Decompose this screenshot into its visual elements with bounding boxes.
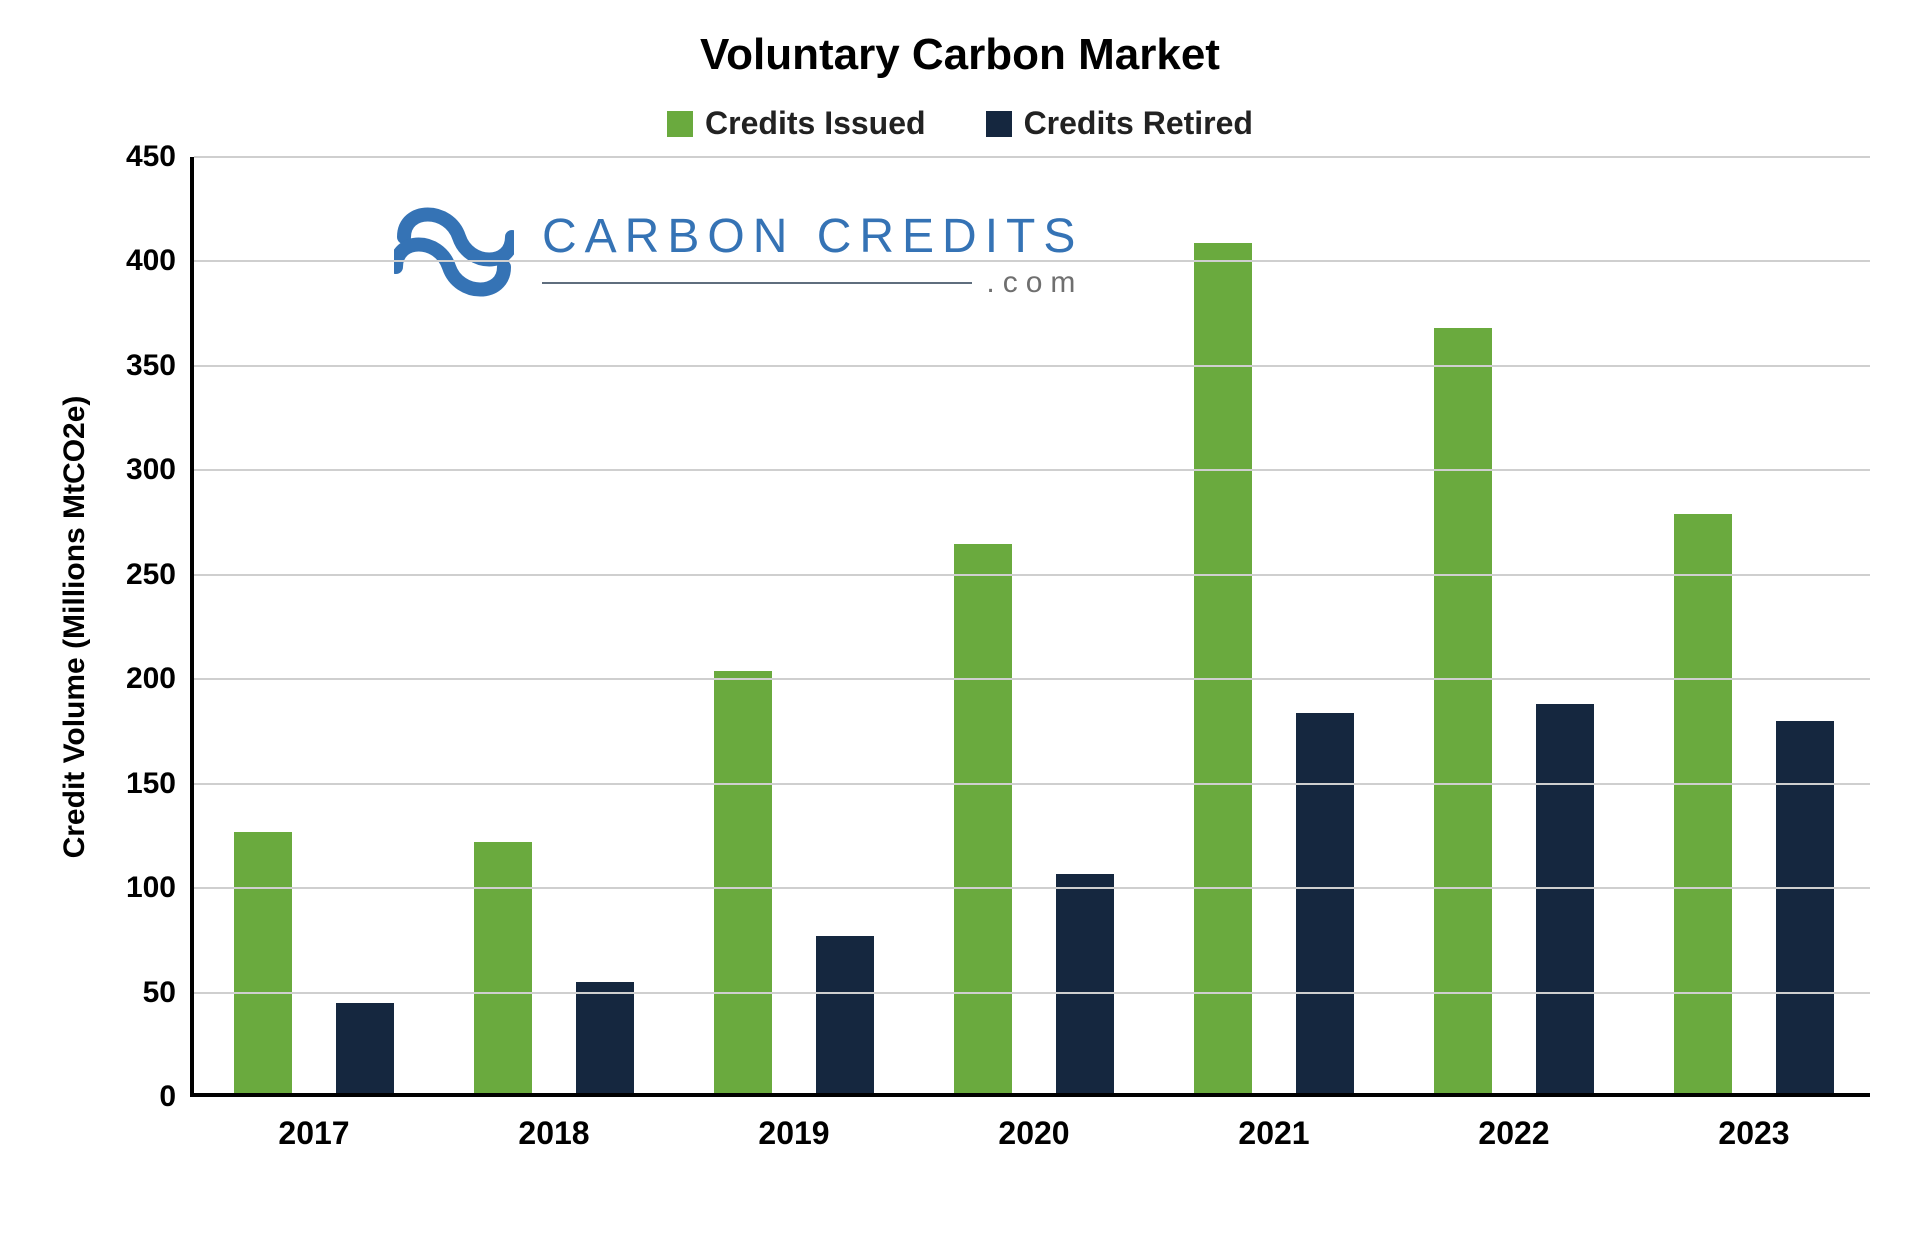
bar bbox=[1296, 713, 1354, 1093]
ytick-label: 250 bbox=[126, 558, 194, 592]
ytick-label: 50 bbox=[143, 976, 194, 1010]
bar bbox=[1056, 874, 1114, 1093]
ytick-label: 400 bbox=[126, 244, 194, 278]
bar bbox=[234, 832, 292, 1093]
ytick-label: 0 bbox=[159, 1080, 194, 1114]
bar bbox=[816, 936, 874, 1093]
legend-item-issued: Credits Issued bbox=[667, 105, 926, 142]
bars-layer bbox=[194, 157, 1870, 1093]
bar bbox=[474, 842, 532, 1093]
gridline bbox=[194, 887, 1870, 889]
gridline bbox=[194, 365, 1870, 367]
bar bbox=[1194, 243, 1252, 1093]
bar bbox=[336, 1003, 394, 1093]
bar bbox=[1776, 721, 1834, 1093]
chart-area: Credit Volume (Millions MtCO2e) CARBON C… bbox=[40, 157, 1880, 1177]
bar bbox=[1434, 328, 1492, 1093]
bar bbox=[954, 544, 1012, 1093]
legend-label-retired: Credits Retired bbox=[1024, 105, 1253, 142]
bar bbox=[576, 982, 634, 1093]
xtick-label: 2021 bbox=[1238, 1093, 1309, 1152]
gridline bbox=[194, 783, 1870, 785]
legend-label-issued: Credits Issued bbox=[705, 105, 926, 142]
ytick-label: 350 bbox=[126, 349, 194, 383]
bar bbox=[1536, 704, 1594, 1093]
legend-item-retired: Credits Retired bbox=[986, 105, 1253, 142]
xtick-label: 2020 bbox=[998, 1093, 1069, 1152]
page: Voluntary Carbon Market Credits Issued C… bbox=[0, 0, 1920, 1247]
xtick-label: 2019 bbox=[758, 1093, 829, 1152]
gridline bbox=[194, 678, 1870, 680]
ytick-label: 100 bbox=[126, 871, 194, 905]
xtick-label: 2018 bbox=[518, 1093, 589, 1152]
ytick-label: 450 bbox=[126, 140, 194, 174]
gridline bbox=[194, 574, 1870, 576]
gridline bbox=[194, 992, 1870, 994]
ytick-label: 150 bbox=[126, 767, 194, 801]
bar bbox=[1674, 514, 1732, 1093]
ytick-label: 300 bbox=[126, 453, 194, 487]
y-axis-label: Credit Volume (Millions MtCO2e) bbox=[58, 396, 92, 859]
legend: Credits Issued Credits Retired bbox=[40, 105, 1880, 142]
bar bbox=[714, 671, 772, 1093]
xtick-label: 2023 bbox=[1718, 1093, 1789, 1152]
legend-swatch-retired-icon bbox=[986, 111, 1012, 137]
xtick-label: 2022 bbox=[1478, 1093, 1549, 1152]
chart-title: Voluntary Carbon Market bbox=[40, 30, 1880, 80]
legend-swatch-issued-icon bbox=[667, 111, 693, 137]
gridline bbox=[194, 260, 1870, 262]
xtick-label: 2017 bbox=[278, 1093, 349, 1152]
ytick-label: 200 bbox=[126, 662, 194, 696]
gridline bbox=[194, 469, 1870, 471]
gridline bbox=[194, 156, 1870, 158]
plot-area: CARBON CREDITS .com 05010015020025030035… bbox=[190, 157, 1870, 1097]
